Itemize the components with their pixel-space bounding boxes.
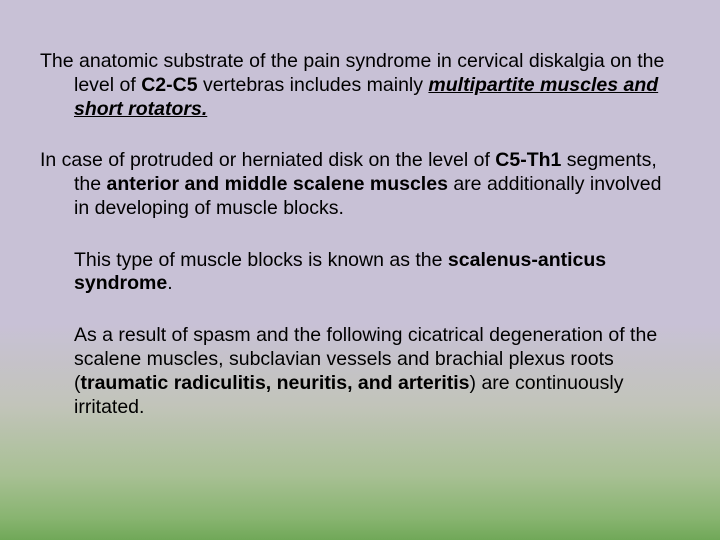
paragraph-2: In case of protruded or herniated disk o…	[40, 149, 680, 220]
p1-text-2: vertebras includes mainly	[198, 74, 429, 96]
paragraph-3: This type of muscle blocks is known as t…	[40, 249, 680, 297]
p3-text: This type of muscle blocks is known as t…	[74, 249, 448, 271]
slide-body: The anatomic substrate of the pain syndr…	[0, 0, 720, 419]
p1-bold-range: C2-C5	[141, 74, 197, 96]
paragraph-1: The anatomic substrate of the pain syndr…	[40, 50, 680, 121]
p2-bold-muscles: anterior and middle scalene muscles	[107, 173, 448, 195]
p2-text: In case of protruded or herniated disk o…	[40, 149, 495, 171]
p2-bold-range: C5-Th1	[495, 149, 561, 171]
p3-text-2: .	[167, 272, 172, 294]
p4-bold-conditions: traumatic radiculitis, neuritis, and art…	[81, 372, 470, 394]
paragraph-4: As a result of spasm and the following c…	[40, 324, 680, 419]
